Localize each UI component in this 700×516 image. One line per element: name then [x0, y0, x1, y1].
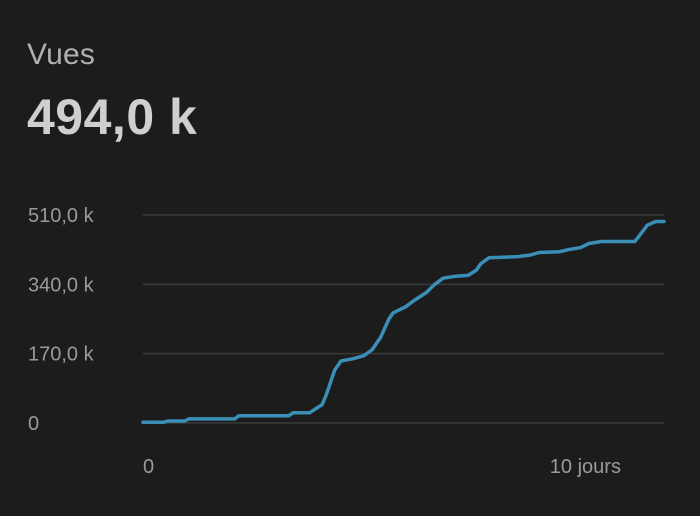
x-tick-label: 0	[143, 456, 154, 478]
views-value: 494,0 k	[27, 89, 198, 145]
chart-x-tick-labels: 0 10 jours	[143, 456, 621, 478]
chart-gridlines	[143, 214, 664, 424]
views-series-line	[141, 219, 666, 424]
y-tick-label: 170,0 k	[28, 344, 95, 366]
x-tick-label: 10 jours	[550, 456, 621, 478]
y-tick-label: 340,0 k	[28, 274, 95, 296]
chart-y-tick-labels: 0 170,0 k 340,0 k 510,0 k	[28, 205, 95, 435]
y-tick-label: 0	[28, 413, 39, 435]
y-tick-label: 510,0 k	[28, 205, 95, 227]
chart-series	[141, 219, 666, 424]
views-label: Vues	[27, 38, 96, 71]
